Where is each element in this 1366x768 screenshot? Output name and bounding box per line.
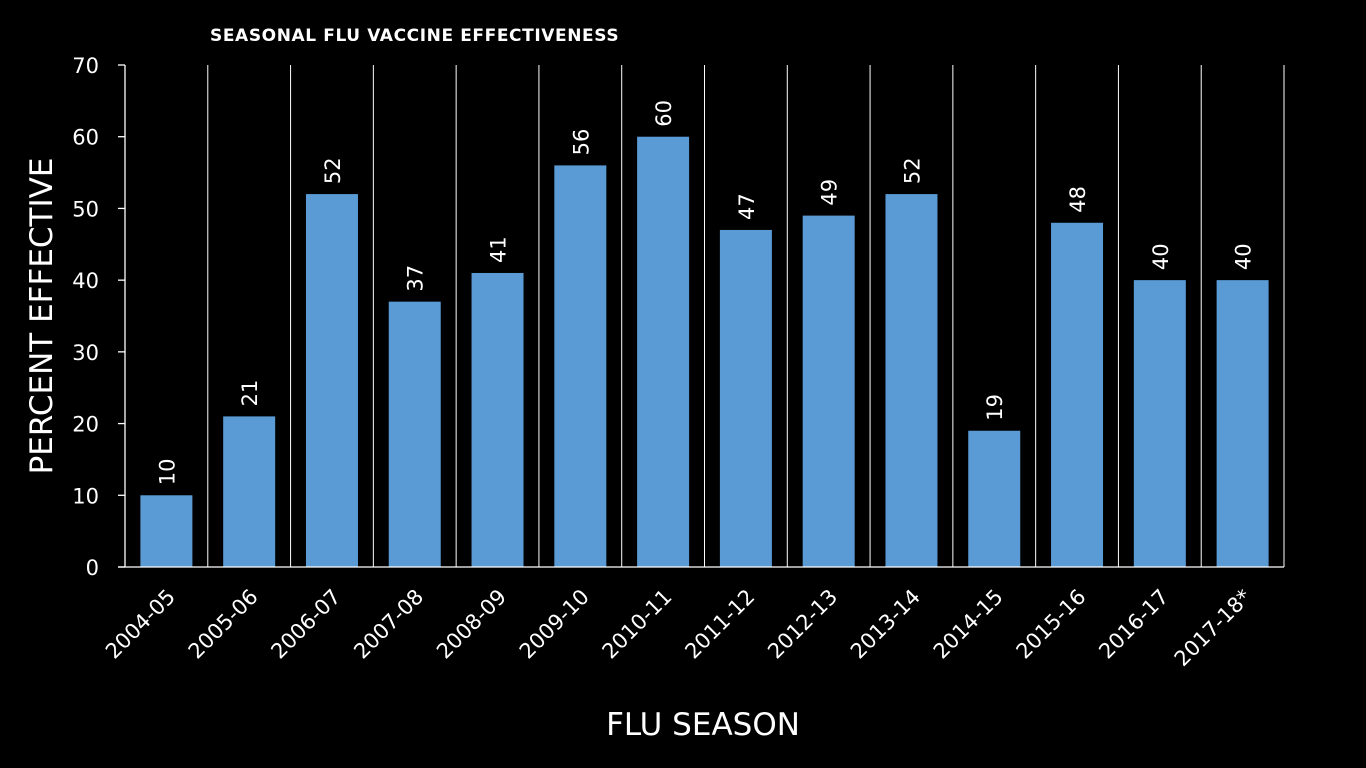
bar-2007-08 xyxy=(388,301,441,567)
data-label-2014-15: 19 xyxy=(983,394,1007,421)
x-tick-labels: 2004-05 2005-06 2006-07 2007-08 2008-09 2009-… xyxy=(101,585,1256,671)
x-tick-label-2013-14: 2013-14 xyxy=(846,585,925,664)
grid-lines xyxy=(207,65,1285,567)
data-label-2015-16: 48 xyxy=(1066,186,1090,213)
x-axis-title: FLU SEASON xyxy=(606,707,800,743)
data-labels: 10 21 52 37 41 56 60 47 49 52 19 48 40 40 xyxy=(155,100,1255,485)
x-tick-label-2009-10: 2009-10 xyxy=(515,585,594,664)
x-tick-label-2014-15: 2014-15 xyxy=(929,585,1008,664)
y-tick-label: 70 xyxy=(72,54,99,78)
x-tick-label-2010-11: 2010-11 xyxy=(598,585,677,664)
data-label-2010-11: 60 xyxy=(652,100,676,127)
y-axis-title: PERCENT EFFECTIVE xyxy=(24,157,60,475)
x-tick-label-2006-07: 2006-07 xyxy=(266,585,345,664)
x-tick-label-2005-06: 2005-06 xyxy=(184,585,263,664)
data-label-2012-13: 49 xyxy=(818,179,842,206)
bar-2009-10 xyxy=(554,165,607,567)
x-tick-label-2015-16: 2015-16 xyxy=(1012,585,1091,664)
bar-2013-14 xyxy=(885,194,938,568)
axes xyxy=(118,64,1284,568)
x-tick-label-2007-08: 2007-08 xyxy=(349,585,428,664)
y-tick-label: 20 xyxy=(72,413,99,437)
bar-2008-09 xyxy=(471,272,524,567)
data-label-2004-05: 10 xyxy=(155,459,179,486)
x-tick-label-2011-12: 2011-12 xyxy=(680,585,759,664)
data-label-2006-07: 52 xyxy=(321,157,345,184)
y-tick-label: 30 xyxy=(72,341,99,365)
bar-2015-16 xyxy=(1051,222,1104,567)
data-label-2013-14: 52 xyxy=(900,157,924,184)
y-tick-label: 60 xyxy=(72,126,99,150)
data-label-2007-08: 37 xyxy=(404,265,428,292)
y-tick-label: 0 xyxy=(86,556,99,580)
data-label-2009-10: 56 xyxy=(569,129,593,156)
y-tick-label: 40 xyxy=(72,269,99,293)
bar-2011-12 xyxy=(719,229,772,567)
data-label-2017-18*: 40 xyxy=(1232,243,1256,270)
data-label-2005-06: 21 xyxy=(238,380,262,407)
data-label-2016-17: 40 xyxy=(1149,243,1173,270)
x-tick-label-2017-18*: 2017-18* xyxy=(1170,585,1256,671)
bar-2012-13 xyxy=(802,215,855,567)
bar-2010-11 xyxy=(637,136,690,567)
y-tick-label: 10 xyxy=(72,484,99,508)
data-label-2008-09: 41 xyxy=(487,236,511,263)
x-tick-label-2012-13: 2012-13 xyxy=(763,585,842,664)
data-label-2011-12: 47 xyxy=(735,193,759,220)
bar-2005-06 xyxy=(223,416,276,567)
bar-2017-18* xyxy=(1216,280,1269,567)
bar-2014-15 xyxy=(968,430,1021,567)
bar-2004-05 xyxy=(140,495,193,567)
bars xyxy=(140,136,1269,568)
chart-title: SEASONAL FLU VACCINE EFFECTIVENESS xyxy=(210,26,620,46)
y-tick-label: 50 xyxy=(72,197,99,221)
x-tick-label-2008-09: 2008-09 xyxy=(432,585,511,664)
x-tick-label-2004-05: 2004-05 xyxy=(101,585,180,664)
bar-2006-07 xyxy=(305,194,358,568)
x-tick-label-2016-17: 2016-17 xyxy=(1094,585,1173,664)
y-tick-labels: 0 10 20 30 40 50 60 70 xyxy=(72,54,99,580)
bar-2016-17 xyxy=(1133,280,1186,567)
